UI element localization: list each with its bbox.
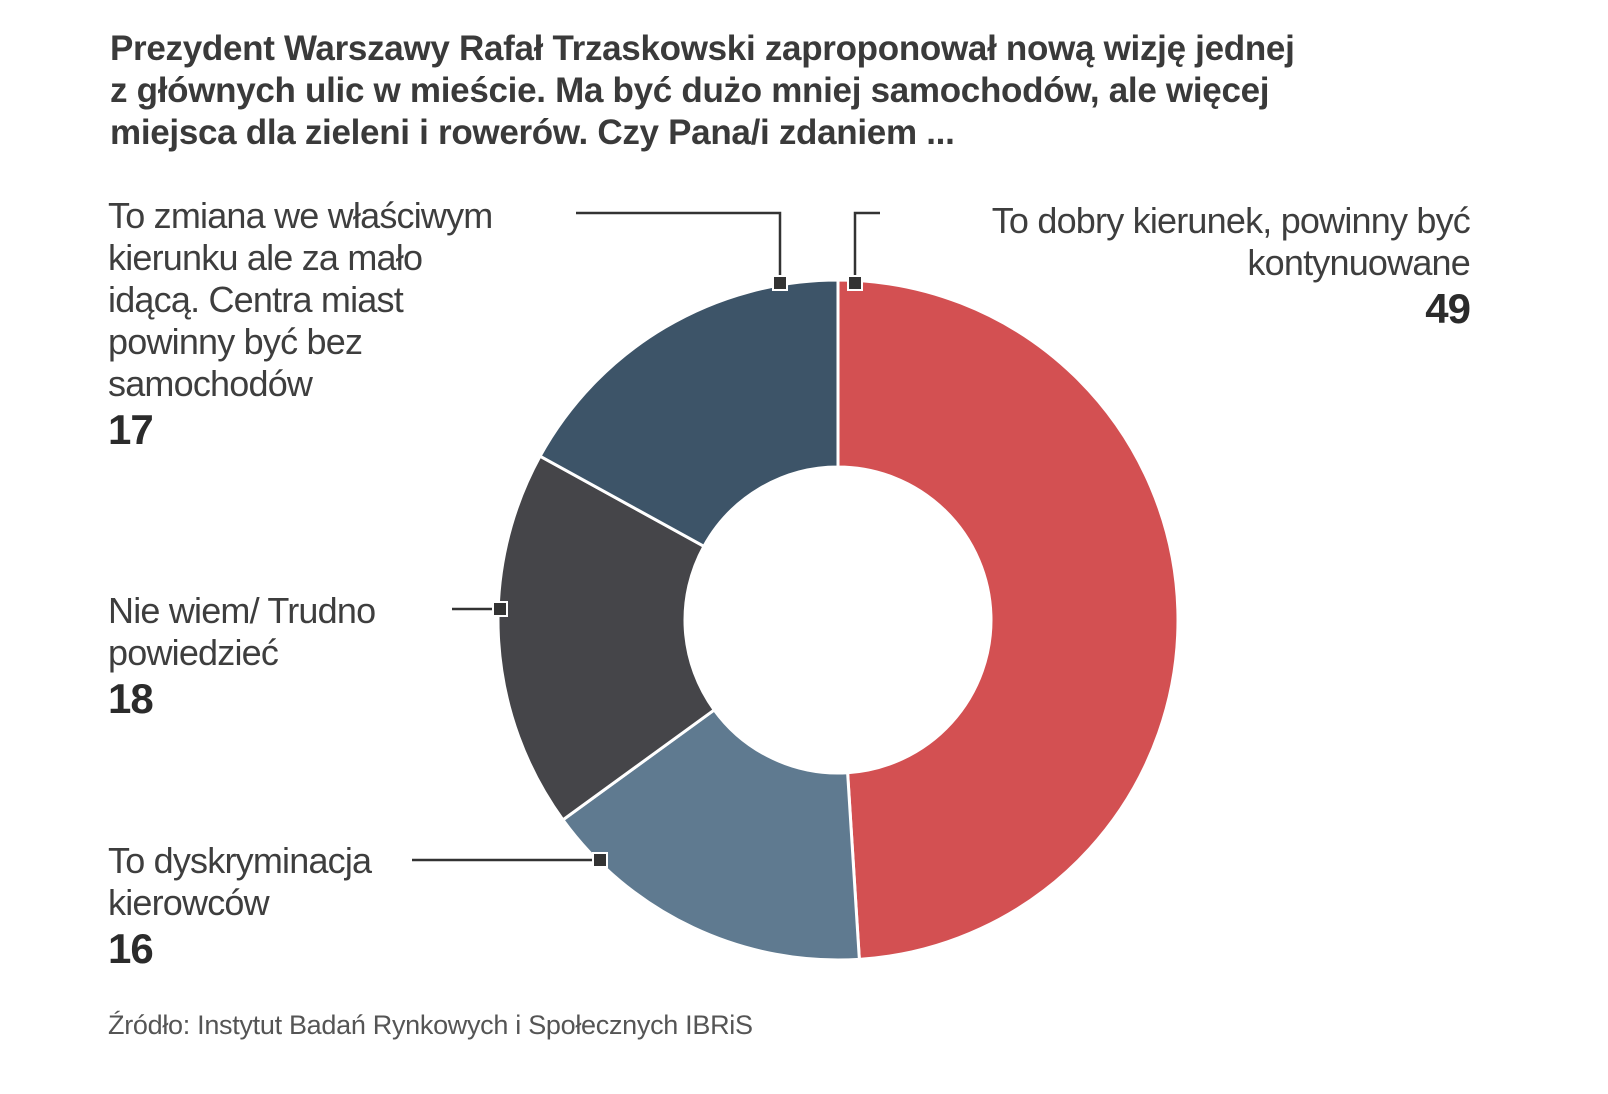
slice-value: 17 xyxy=(108,406,154,453)
title-line: miejsca dla zieleni i rowerów. Czy Pana/… xyxy=(110,113,955,152)
slice-label-line: samochodów xyxy=(108,363,313,404)
slice-label-right-direction-too-little: To zmiana we właściwym kierunku ale za m… xyxy=(108,195,493,455)
slices-group xyxy=(496,278,1180,962)
slice-label-line: To zmiana we właściwym xyxy=(108,195,493,236)
slice-label-line: To dobry kierunek, powinny być xyxy=(991,200,1471,241)
chart-title: Prezydent Warszawy Rafał Trzaskowski zap… xyxy=(110,28,1510,154)
leader-lines-group xyxy=(412,211,880,868)
slice-value: 49 xyxy=(1425,285,1471,332)
slice-label-line: powinny być bez xyxy=(108,321,363,362)
slice-value: 16 xyxy=(108,925,154,972)
slice-label-discrimination: To dyskryminacja kierowców 16 xyxy=(108,840,372,974)
leader-right-direction-too-little-marker xyxy=(772,275,788,291)
leader-good-direction-line xyxy=(853,211,880,283)
slice-label-line: kontynuowane xyxy=(1247,242,1470,283)
slice-dont-know xyxy=(496,454,717,822)
leader-good-direction-marker xyxy=(847,275,863,291)
slice-label-line: kierunku ale za mało xyxy=(108,237,423,278)
slice-label-line: kierowców xyxy=(108,882,270,923)
leader-dont-know-marker xyxy=(492,601,508,617)
slice-discrimination xyxy=(560,707,861,962)
slice-label-line: To dyskryminacja xyxy=(108,840,372,881)
title-line: z głównych ulic w mieście. Ma być dużo m… xyxy=(110,71,1270,110)
slice-label-good-direction: To dobry kierunek, powinny być kontynuow… xyxy=(991,200,1471,334)
title-line: Prezydent Warszawy Rafał Trzaskowski zap… xyxy=(110,29,1295,68)
slice-label-line: idącą. Centra miast xyxy=(108,279,404,320)
leader-discrimination-marker xyxy=(592,852,608,868)
slice-good-direction xyxy=(836,278,1180,961)
slice-value: 18 xyxy=(108,675,154,722)
slice-label-dont-know: Nie wiem/ Trudno powiedzieć 18 xyxy=(108,590,376,724)
source-note: Źródło: Instytut Badań Rynkowych i Społe… xyxy=(108,1010,753,1040)
leader-right-direction-too-little-line xyxy=(576,211,782,283)
slice-label-line: powiedzieć xyxy=(108,632,279,673)
slice-right-direction-too-little xyxy=(538,278,840,549)
slice-label-line: Nie wiem/ Trudno xyxy=(108,590,376,631)
